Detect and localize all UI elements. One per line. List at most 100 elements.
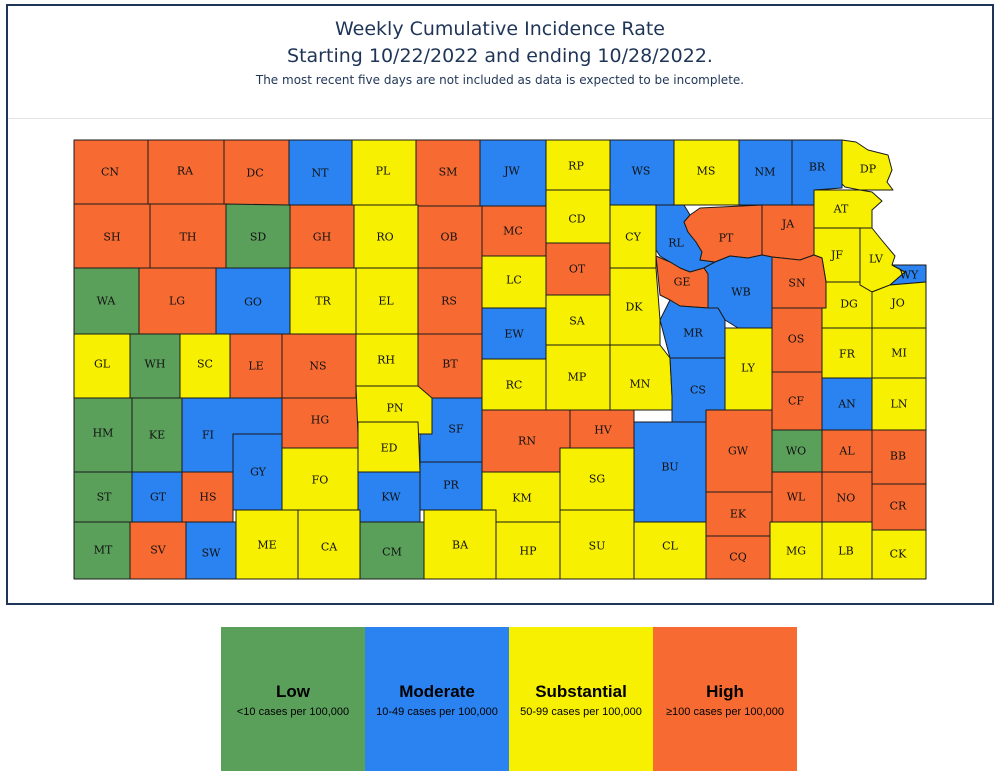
county-label-fo: FO xyxy=(312,474,329,487)
county-label-an: AN xyxy=(837,398,856,411)
county-label-tr: TR xyxy=(315,295,331,308)
county-label-mr: MR xyxy=(683,327,703,340)
county-label-cm: CM xyxy=(382,546,402,559)
county-ck[interactable] xyxy=(871,529,927,580)
county-label-hp: HP xyxy=(520,545,538,558)
county-label-jo: JO xyxy=(890,297,904,310)
county-label-cd: CD xyxy=(568,213,585,226)
county-label-dk: DK xyxy=(625,301,643,314)
county-label-nt: NT xyxy=(312,167,330,180)
county-label-dg: DG xyxy=(840,298,858,311)
county-label-bb: BB xyxy=(890,450,906,463)
county-label-jf: JF xyxy=(830,249,843,262)
county-label-os: OS xyxy=(788,333,805,346)
county-label-sn: SN xyxy=(788,277,806,290)
legend-item-low: Low <10 cases per 100,000 xyxy=(221,627,365,771)
county-label-sa: SA xyxy=(569,315,586,328)
county-label-cs: CS xyxy=(690,384,706,397)
county-label-rn: RN xyxy=(518,435,536,448)
county-label-rp: RP xyxy=(568,160,584,173)
county-label-su: SU xyxy=(589,540,606,553)
county-jo[interactable] xyxy=(871,281,927,329)
county-label-hs: HS xyxy=(199,491,216,504)
county-label-ms: MS xyxy=(697,165,716,178)
county-label-lb: LB xyxy=(838,545,853,558)
county-label-sg: SG xyxy=(589,473,605,486)
county-label-cf: CF xyxy=(788,395,804,408)
county-label-fr: FR xyxy=(839,348,856,361)
county-label-me: ME xyxy=(257,539,276,552)
county-label-km: KM xyxy=(512,492,531,505)
county-dk[interactable] xyxy=(609,267,661,346)
legend: Low <10 cases per 100,000 Moderate 10-49… xyxy=(221,627,797,771)
county-label-al: AL xyxy=(838,445,855,458)
county-label-rc: RC xyxy=(506,379,523,392)
county-label-ro: RO xyxy=(376,231,393,244)
legend-label-substantial: Substantial xyxy=(535,682,627,701)
county-label-pt: PT xyxy=(719,232,734,245)
legend-range-high: ≥100 cases per 100,000 xyxy=(666,706,784,718)
county-label-lg: LG xyxy=(169,295,185,308)
county-label-kw: KW xyxy=(381,491,401,504)
county-label-ck: CK xyxy=(890,548,907,561)
county-dp[interactable] xyxy=(841,139,894,191)
county-label-wy: WY xyxy=(900,269,919,282)
kansas-county-map: CN RA DC NT PL SM JW RP WS MS NM BR DP SH TH SD GH RO OB MC… xyxy=(73,139,927,580)
county-label-jw: JW xyxy=(503,165,520,178)
map-subtitle: The most recent five days are not includ… xyxy=(255,73,745,87)
county-label-ke: KE xyxy=(149,429,165,442)
county-label-pn: PN xyxy=(386,402,403,415)
county-label-wb: WB xyxy=(731,286,750,299)
county-label-lc: LC xyxy=(506,274,522,287)
county-label-cr: CR xyxy=(890,500,907,513)
map-header: Weekly Cumulative Incidence Rate Startin… xyxy=(8,6,992,87)
legend-item-high: High ≥100 cases per 100,000 xyxy=(653,627,797,771)
county-label-lv: LV xyxy=(869,253,884,266)
county-label-sv: SV xyxy=(150,544,167,557)
county-label-cq: CQ xyxy=(729,551,746,564)
legend-range-substantial: 50-99 cases per 100,000 xyxy=(520,706,642,718)
county-label-hv: HV xyxy=(594,424,613,437)
county-label-bt: BT xyxy=(442,358,458,371)
county-label-gl: GL xyxy=(94,358,111,371)
county-label-ew: EW xyxy=(504,328,524,341)
county-label-dc: DC xyxy=(246,167,263,180)
county-label-ed: ED xyxy=(381,442,398,455)
county-label-mc: MC xyxy=(503,225,523,238)
county-label-no: NO xyxy=(837,492,856,505)
county-label-el: EL xyxy=(378,295,394,308)
county-label-rl: RL xyxy=(668,237,684,250)
county-label-sc: SC xyxy=(197,358,213,371)
county-ja[interactable] xyxy=(761,204,815,261)
legend-label-high: High xyxy=(706,682,744,701)
county-label-gw: GW xyxy=(728,445,749,458)
county-label-ba: BA xyxy=(452,539,469,552)
county-label-sf: SF xyxy=(448,423,464,436)
county-label-pr: PR xyxy=(443,479,459,492)
legend-range-moderate: 10-49 cases per 100,000 xyxy=(376,706,498,718)
county-label-sm: SM xyxy=(439,166,458,179)
county-label-pl: PL xyxy=(376,165,391,178)
map-title-line2: Starting 10/22/2022 and ending 10/28/202… xyxy=(287,45,713,67)
county-label-mn: MN xyxy=(630,378,651,391)
county-label-ln: LN xyxy=(891,398,908,411)
county-label-bu: BU xyxy=(661,461,678,474)
county-label-cy: CY xyxy=(625,231,641,244)
county-label-cl: CL xyxy=(662,540,678,553)
legend-label-low: Low xyxy=(276,682,310,701)
county-label-th: TH xyxy=(180,231,197,244)
county-label-mp: MP xyxy=(568,371,587,384)
county-label-ca: CA xyxy=(321,541,338,554)
legend-label-moderate: Moderate xyxy=(399,682,475,701)
county-label-br: BR xyxy=(809,161,826,174)
county-label-st: ST xyxy=(97,491,113,504)
county-label-ja: JA xyxy=(781,218,795,231)
county-label-gy: GY xyxy=(250,466,267,479)
county-label-gt: GT xyxy=(150,491,167,504)
county-label-wo: WO xyxy=(786,445,806,458)
header-divider xyxy=(8,118,992,119)
county-label-wa: WA xyxy=(97,295,117,308)
county-label-ra: RA xyxy=(177,165,194,178)
county-label-ws: WS xyxy=(632,165,651,178)
county-label-sw: SW xyxy=(202,547,222,560)
